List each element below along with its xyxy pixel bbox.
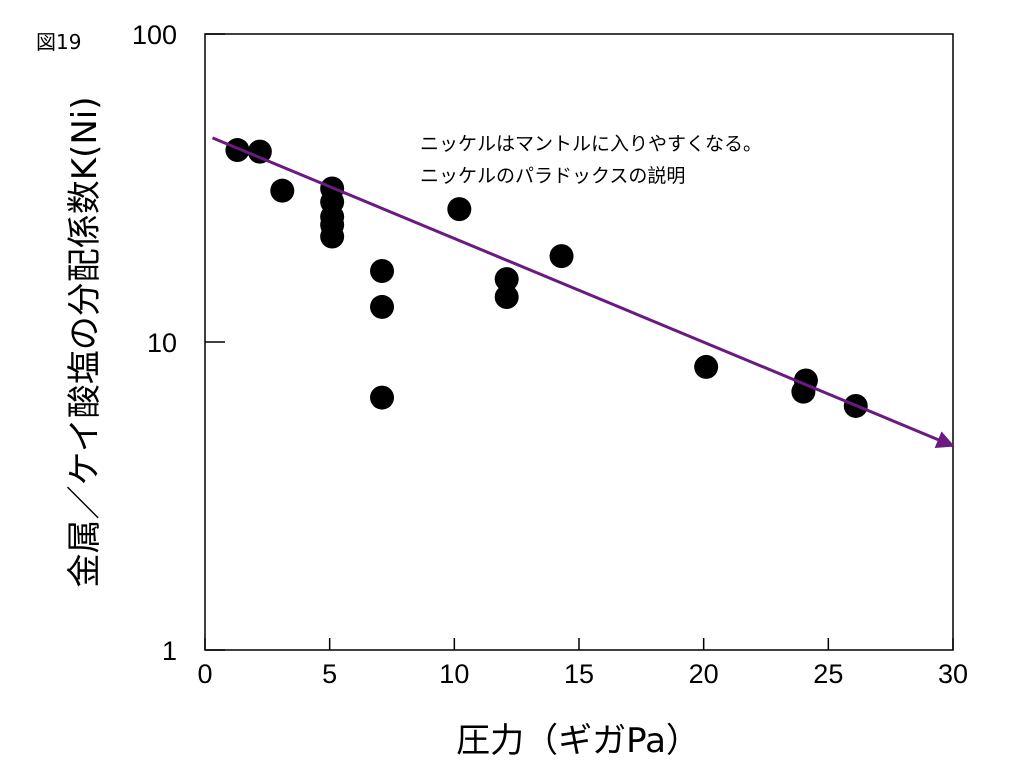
x-tick-label: 10 [439, 659, 469, 689]
annotation-line-2: ニッケルのパラドックスの説明 [420, 165, 685, 187]
y-tick-label: 1 [162, 636, 177, 666]
y-tick-label: 100 [132, 20, 177, 50]
y-tick-label: 10 [147, 328, 177, 358]
data-point [370, 385, 395, 410]
data-point [370, 259, 395, 284]
figure-label: 図19 [36, 30, 81, 54]
x-tick-label: 25 [813, 659, 843, 689]
data-point [370, 294, 395, 319]
x-tick-label: 30 [938, 659, 968, 689]
data-point [247, 139, 272, 164]
data-point [270, 178, 295, 203]
data-point [494, 284, 519, 309]
trend-line [211, 136, 955, 448]
y-axis-title: 金属／ケイ酸塩の分配係数K(Ni) [65, 96, 105, 587]
x-tick-label: 15 [564, 659, 594, 689]
data-point [549, 244, 574, 269]
x-axis-title: 圧力（ギガPa） [456, 721, 700, 761]
y-ticks: 1 10 100 [132, 20, 225, 666]
data-point [694, 354, 719, 379]
annotation-line-1: ニッケルはマントルに入りやすくなる。 [420, 133, 762, 155]
data-point [225, 138, 250, 163]
x-tick-label: 20 [689, 659, 719, 689]
x-tick-label: 5 [322, 659, 337, 689]
trend-line-group [211, 136, 955, 448]
plot-frame [204, 33, 954, 651]
data-point [320, 224, 345, 249]
data-points [225, 138, 868, 418]
x-tick-label: 0 [197, 659, 212, 689]
data-point [494, 267, 519, 292]
data-point [447, 197, 472, 222]
x-ticks: 0 5 10 15 20 25 30 [197, 638, 968, 689]
